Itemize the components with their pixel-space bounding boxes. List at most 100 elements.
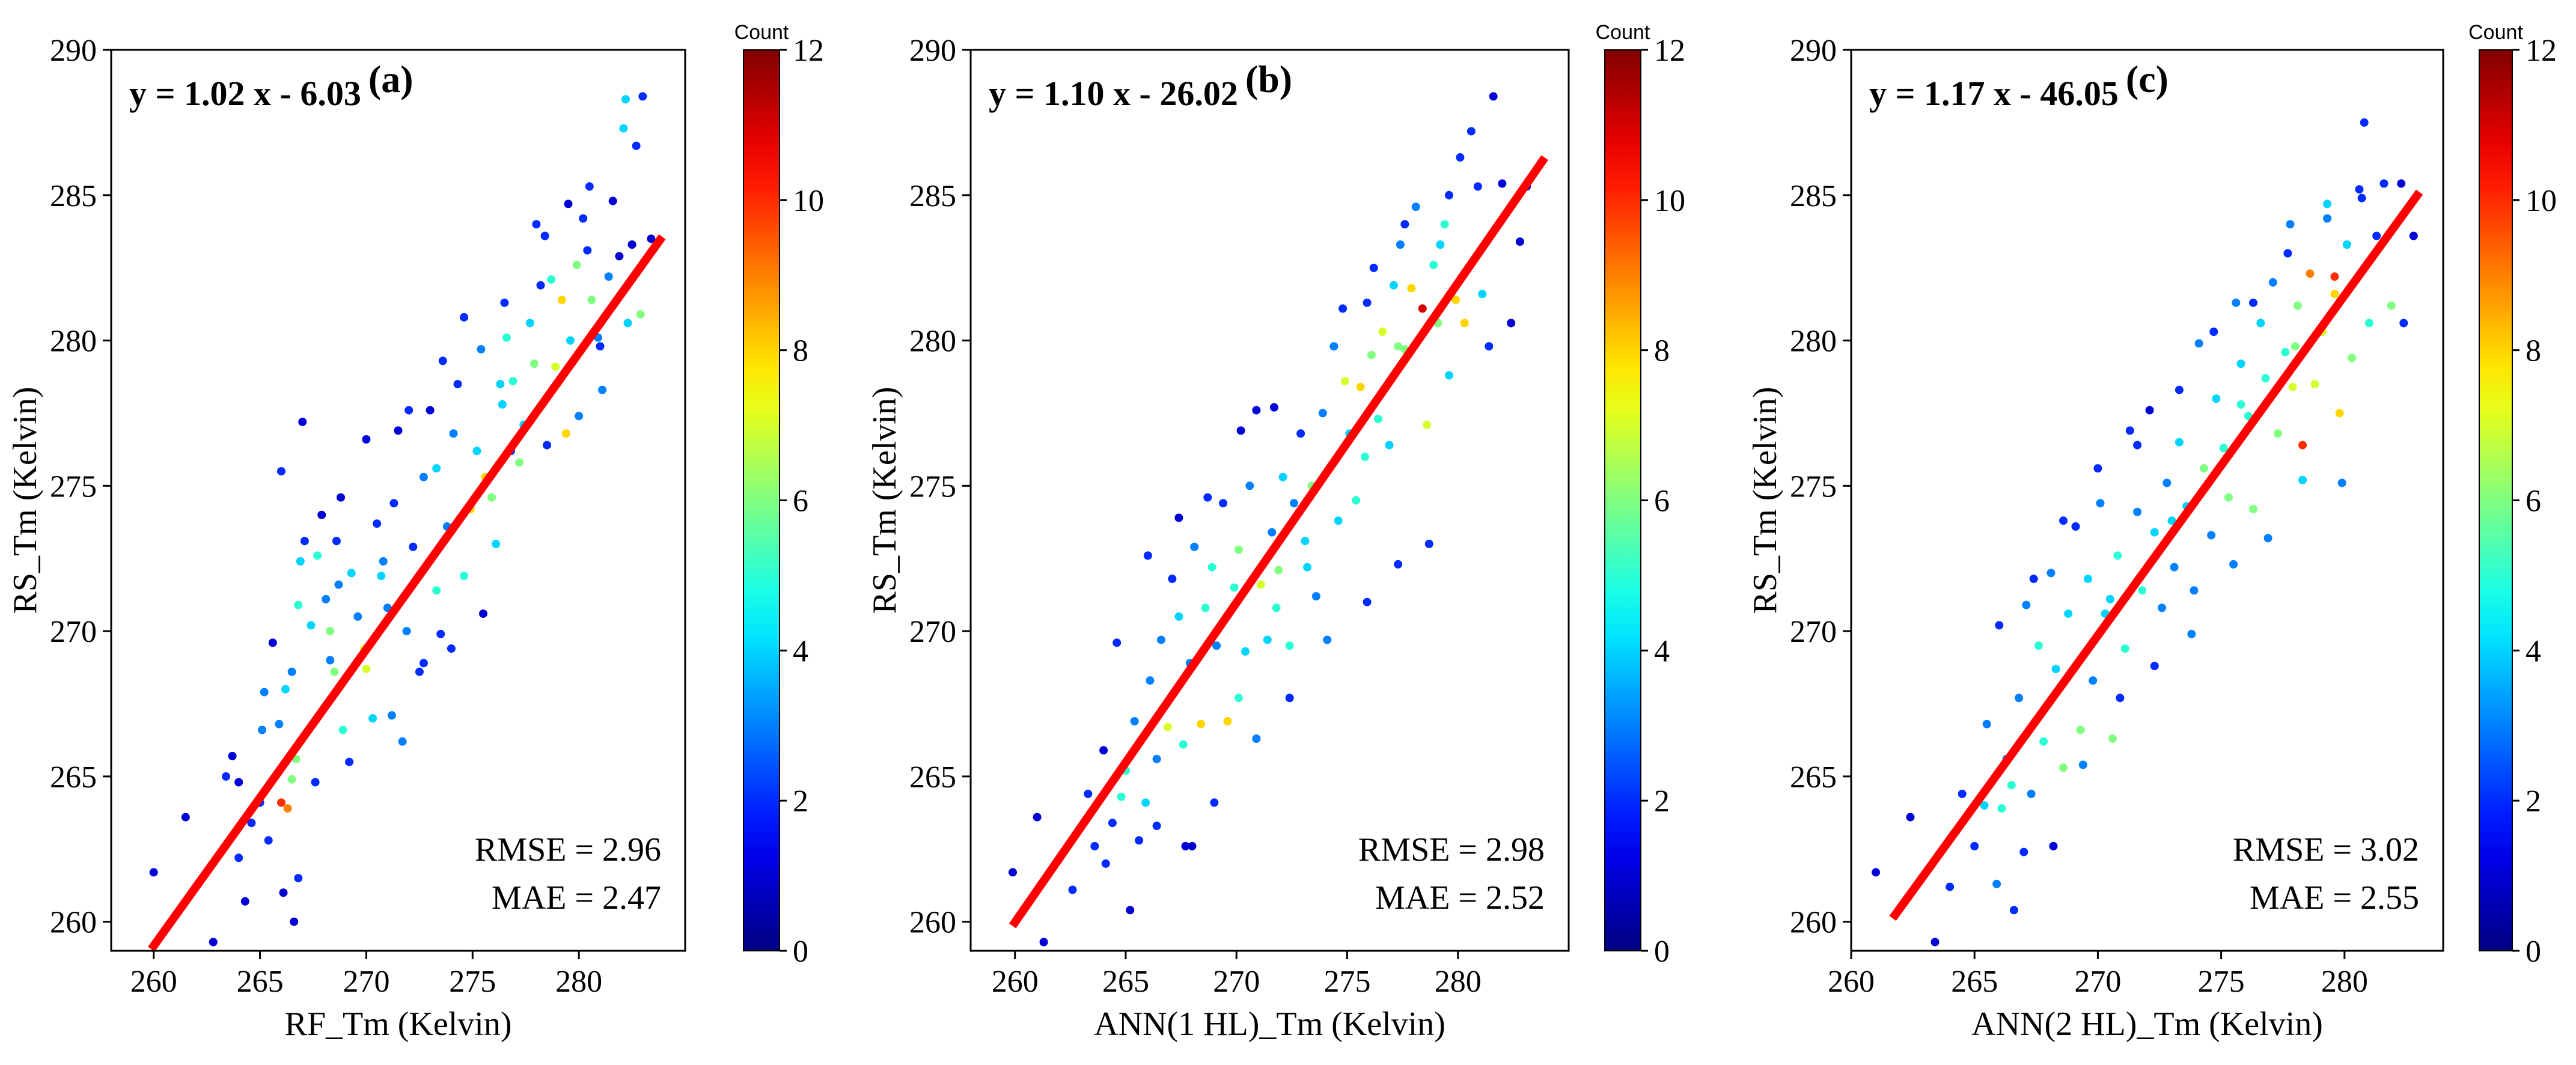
- x-tick-label: 275: [449, 965, 496, 999]
- x-tick-label: 280: [1435, 965, 1482, 999]
- data-point: [1329, 342, 1338, 351]
- data-point: [362, 435, 371, 444]
- colorbar-tick-label: 10: [793, 184, 824, 218]
- data-point: [377, 572, 386, 581]
- data-point: [2330, 272, 2339, 281]
- data-point: [1263, 635, 1272, 644]
- data-point: [311, 778, 320, 787]
- data-point: [2133, 441, 2142, 450]
- data-point: [2084, 575, 2092, 584]
- data-point: [2170, 563, 2179, 572]
- data-point: [247, 819, 256, 828]
- data-point: [2397, 179, 2406, 188]
- data-point: [279, 888, 288, 897]
- data-point: [1210, 798, 1219, 807]
- data-point: [330, 667, 339, 676]
- data-point: [149, 868, 158, 877]
- data-point: [2034, 641, 2043, 650]
- data-point: [294, 874, 303, 883]
- data-point: [432, 586, 441, 595]
- fit-equation: y = 1.10 x - 26.02: [989, 74, 1238, 113]
- scatter-points: [1872, 118, 2418, 947]
- data-point: [1906, 813, 1915, 822]
- data-point: [277, 467, 285, 476]
- data-point: [619, 124, 628, 133]
- data-point: [1234, 694, 1243, 703]
- stat-label: MAE = 2.55: [2250, 879, 2419, 917]
- data-point: [281, 685, 290, 694]
- data-point: [453, 380, 462, 389]
- data-point: [2249, 298, 2257, 307]
- data-point: [334, 580, 343, 589]
- y-tick-label: 260: [1790, 906, 1837, 940]
- data-point: [1429, 260, 1438, 269]
- data-point: [2360, 118, 2369, 127]
- data-point: [632, 141, 641, 150]
- data-point: [373, 519, 382, 528]
- data-point: [575, 412, 584, 421]
- colorbar-tick-label: 4: [1654, 634, 1670, 668]
- data-point: [1478, 290, 1487, 299]
- data-point: [1352, 496, 1361, 505]
- x-tick-label: 265: [1951, 965, 1998, 999]
- plot-frame: [110, 49, 686, 952]
- data-point: [608, 197, 617, 206]
- data-point: [1068, 885, 1077, 894]
- data-point: [2310, 380, 2319, 389]
- panel-b: 260 265 270 275 280260265270275280285290ANN(…: [866, 21, 1685, 1043]
- colorbar-tick-label: 12: [1654, 34, 1685, 68]
- y-tick-label: 290: [909, 34, 956, 68]
- y-tick-label: 280: [50, 325, 97, 359]
- data-point: [2194, 339, 2203, 348]
- data-point: [2274, 429, 2282, 438]
- data-point: [1164, 722, 1172, 731]
- data-point: [2096, 499, 2105, 508]
- data-point: [402, 627, 411, 636]
- data-point: [1272, 603, 1281, 612]
- data-point: [1101, 859, 1110, 868]
- data-point: [2019, 847, 2028, 856]
- data-point: [2015, 694, 2024, 703]
- data-point: [1436, 240, 1445, 249]
- data-point: [2158, 603, 2167, 612]
- data-point: [2207, 531, 2216, 540]
- panel-c: 260 265 270 275 280260265270275280285290ANN(…: [1747, 21, 2557, 1043]
- data-point: [345, 757, 354, 766]
- data-point: [1181, 841, 1190, 850]
- data-point: [409, 542, 418, 551]
- data-point: [2293, 301, 2302, 310]
- colorbar-tick-label: 2: [793, 784, 808, 819]
- data-point: [2175, 438, 2184, 447]
- colorbar-tick-label: 6: [2526, 484, 2541, 519]
- data-point: [1174, 612, 1183, 621]
- data-point: [181, 813, 190, 822]
- data-point: [2190, 586, 2199, 595]
- data-point: [322, 594, 331, 603]
- colorbar-tick-label: 10: [1654, 184, 1685, 218]
- data-point: [623, 319, 632, 328]
- data-point: [264, 836, 273, 845]
- data-point: [2291, 342, 2300, 351]
- data-point: [460, 572, 469, 581]
- data-point: [1126, 906, 1135, 915]
- data-point: [1143, 551, 1152, 560]
- stat-label: RMSE = 2.96: [475, 831, 661, 868]
- data-point: [1424, 540, 1433, 548]
- data-point: [1872, 868, 1880, 877]
- data-point: [2046, 569, 2056, 578]
- data-point: [1152, 822, 1161, 831]
- data-point: [1219, 499, 1228, 508]
- data-point: [1141, 798, 1150, 807]
- data-point: [1367, 350, 1376, 359]
- data-point: [1269, 403, 1278, 412]
- y-tick-label: 280: [909, 325, 956, 359]
- data-point: [2357, 194, 2366, 203]
- data-point: [2108, 734, 2117, 743]
- data-point: [1407, 284, 1416, 293]
- data-point: [1252, 406, 1261, 415]
- data-point: [1152, 754, 1161, 763]
- y-tick-label: 275: [1790, 469, 1837, 504]
- data-point: [1090, 841, 1099, 850]
- data-point: [1445, 191, 1453, 200]
